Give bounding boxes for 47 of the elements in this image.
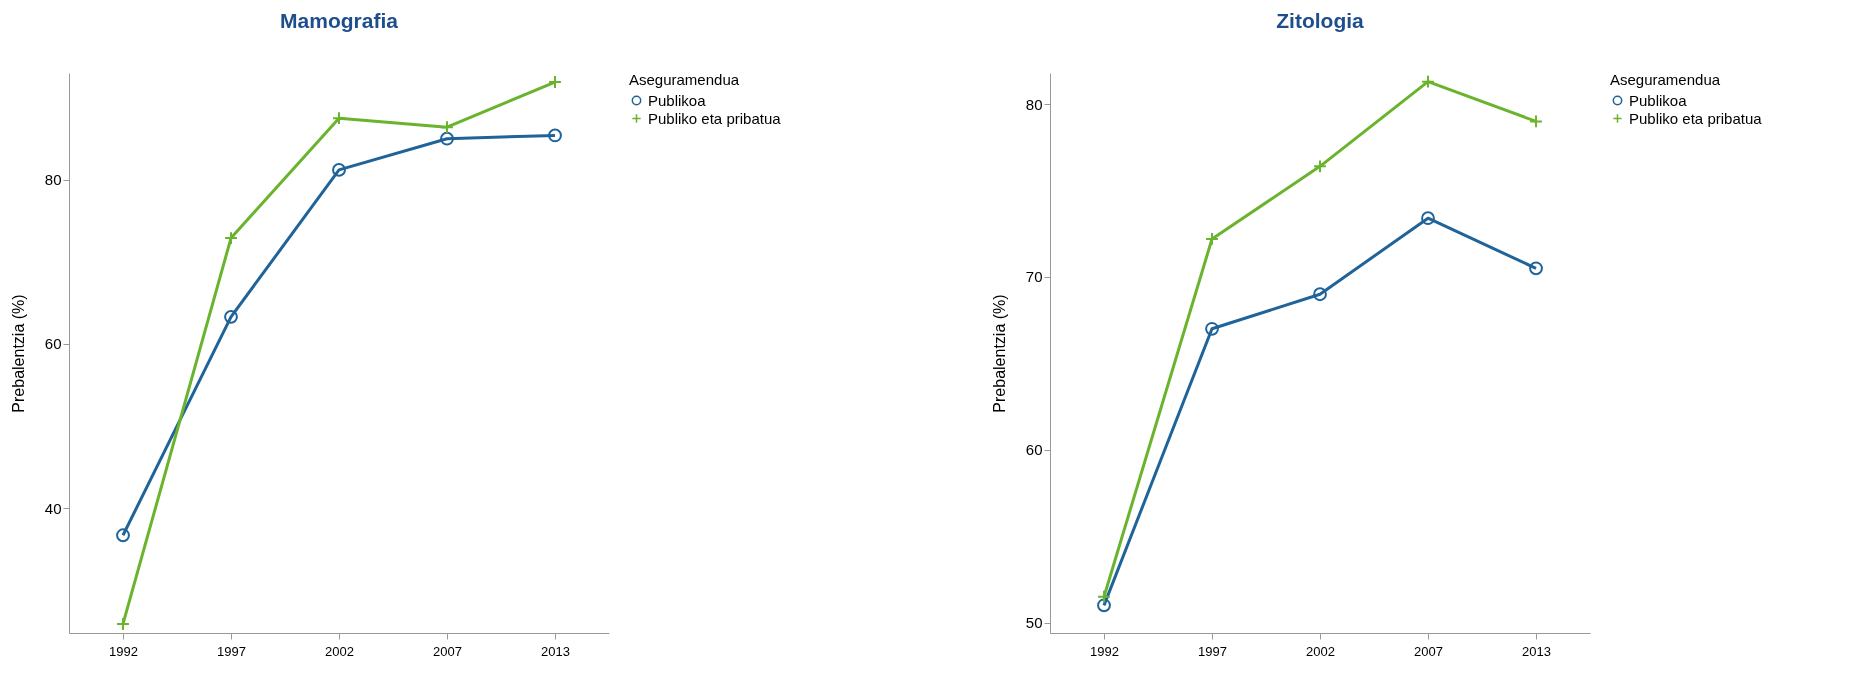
point — [440, 120, 454, 135]
point — [548, 75, 562, 89]
point — [332, 162, 346, 177]
point — [1421, 74, 1435, 89]
x-tick-label: 2007 — [433, 643, 462, 659]
point — [224, 231, 238, 245]
y-tick-label: 80 — [1025, 95, 1043, 113]
x-tick-label: 2002 — [1306, 643, 1335, 659]
x-tick-label: 2013 — [541, 643, 570, 659]
x-tick-label: 2002 — [325, 643, 354, 659]
legend-title: Aseguramendua — [1610, 71, 1721, 88]
y-tick-label: 70 — [1025, 268, 1043, 286]
y-tick-label: 50 — [1025, 614, 1043, 632]
x-tick-label: 1992 — [109, 643, 138, 659]
point — [1529, 261, 1543, 276]
y-tick-label: 60 — [44, 335, 62, 353]
point — [116, 617, 130, 631]
point — [1313, 159, 1327, 174]
point — [1529, 114, 1543, 129]
point — [1421, 211, 1435, 226]
point — [224, 309, 238, 324]
legend-title: Aseguramendua — [629, 71, 740, 88]
legend-label: Publikoa — [648, 91, 707, 109]
x-tick-label: 1997 — [1198, 643, 1227, 659]
x-tick-label: 1997 — [217, 643, 246, 659]
point — [1313, 287, 1327, 302]
chart-title: Mamografia — [280, 9, 399, 33]
point — [332, 111, 346, 126]
x-tick-label: 2007 — [1414, 643, 1443, 659]
point — [1097, 598, 1111, 613]
legend-label: Publikoa — [1629, 91, 1688, 109]
point — [116, 528, 130, 543]
point — [1205, 232, 1219, 246]
y-axis-title: Prebalentzia (%) — [990, 294, 1008, 413]
point — [548, 128, 562, 143]
x-tick-label: 1992 — [1090, 643, 1119, 659]
point — [1097, 589, 1111, 604]
point — [440, 131, 454, 146]
chart-title: Zitologia — [1276, 8, 1365, 32]
legend-label: Publiko eta pribatua — [648, 109, 782, 127]
legend-label: Publiko eta pribatua — [1629, 109, 1763, 127]
y-tick-label: 40 — [44, 499, 62, 517]
x-tick-label: 2013 — [1522, 643, 1551, 659]
y-tick-label: 60 — [1025, 441, 1043, 459]
point — [1205, 321, 1219, 336]
y-tick-label: 80 — [44, 171, 62, 189]
y-axis-title: Prebalentzia (%) — [9, 294, 27, 413]
